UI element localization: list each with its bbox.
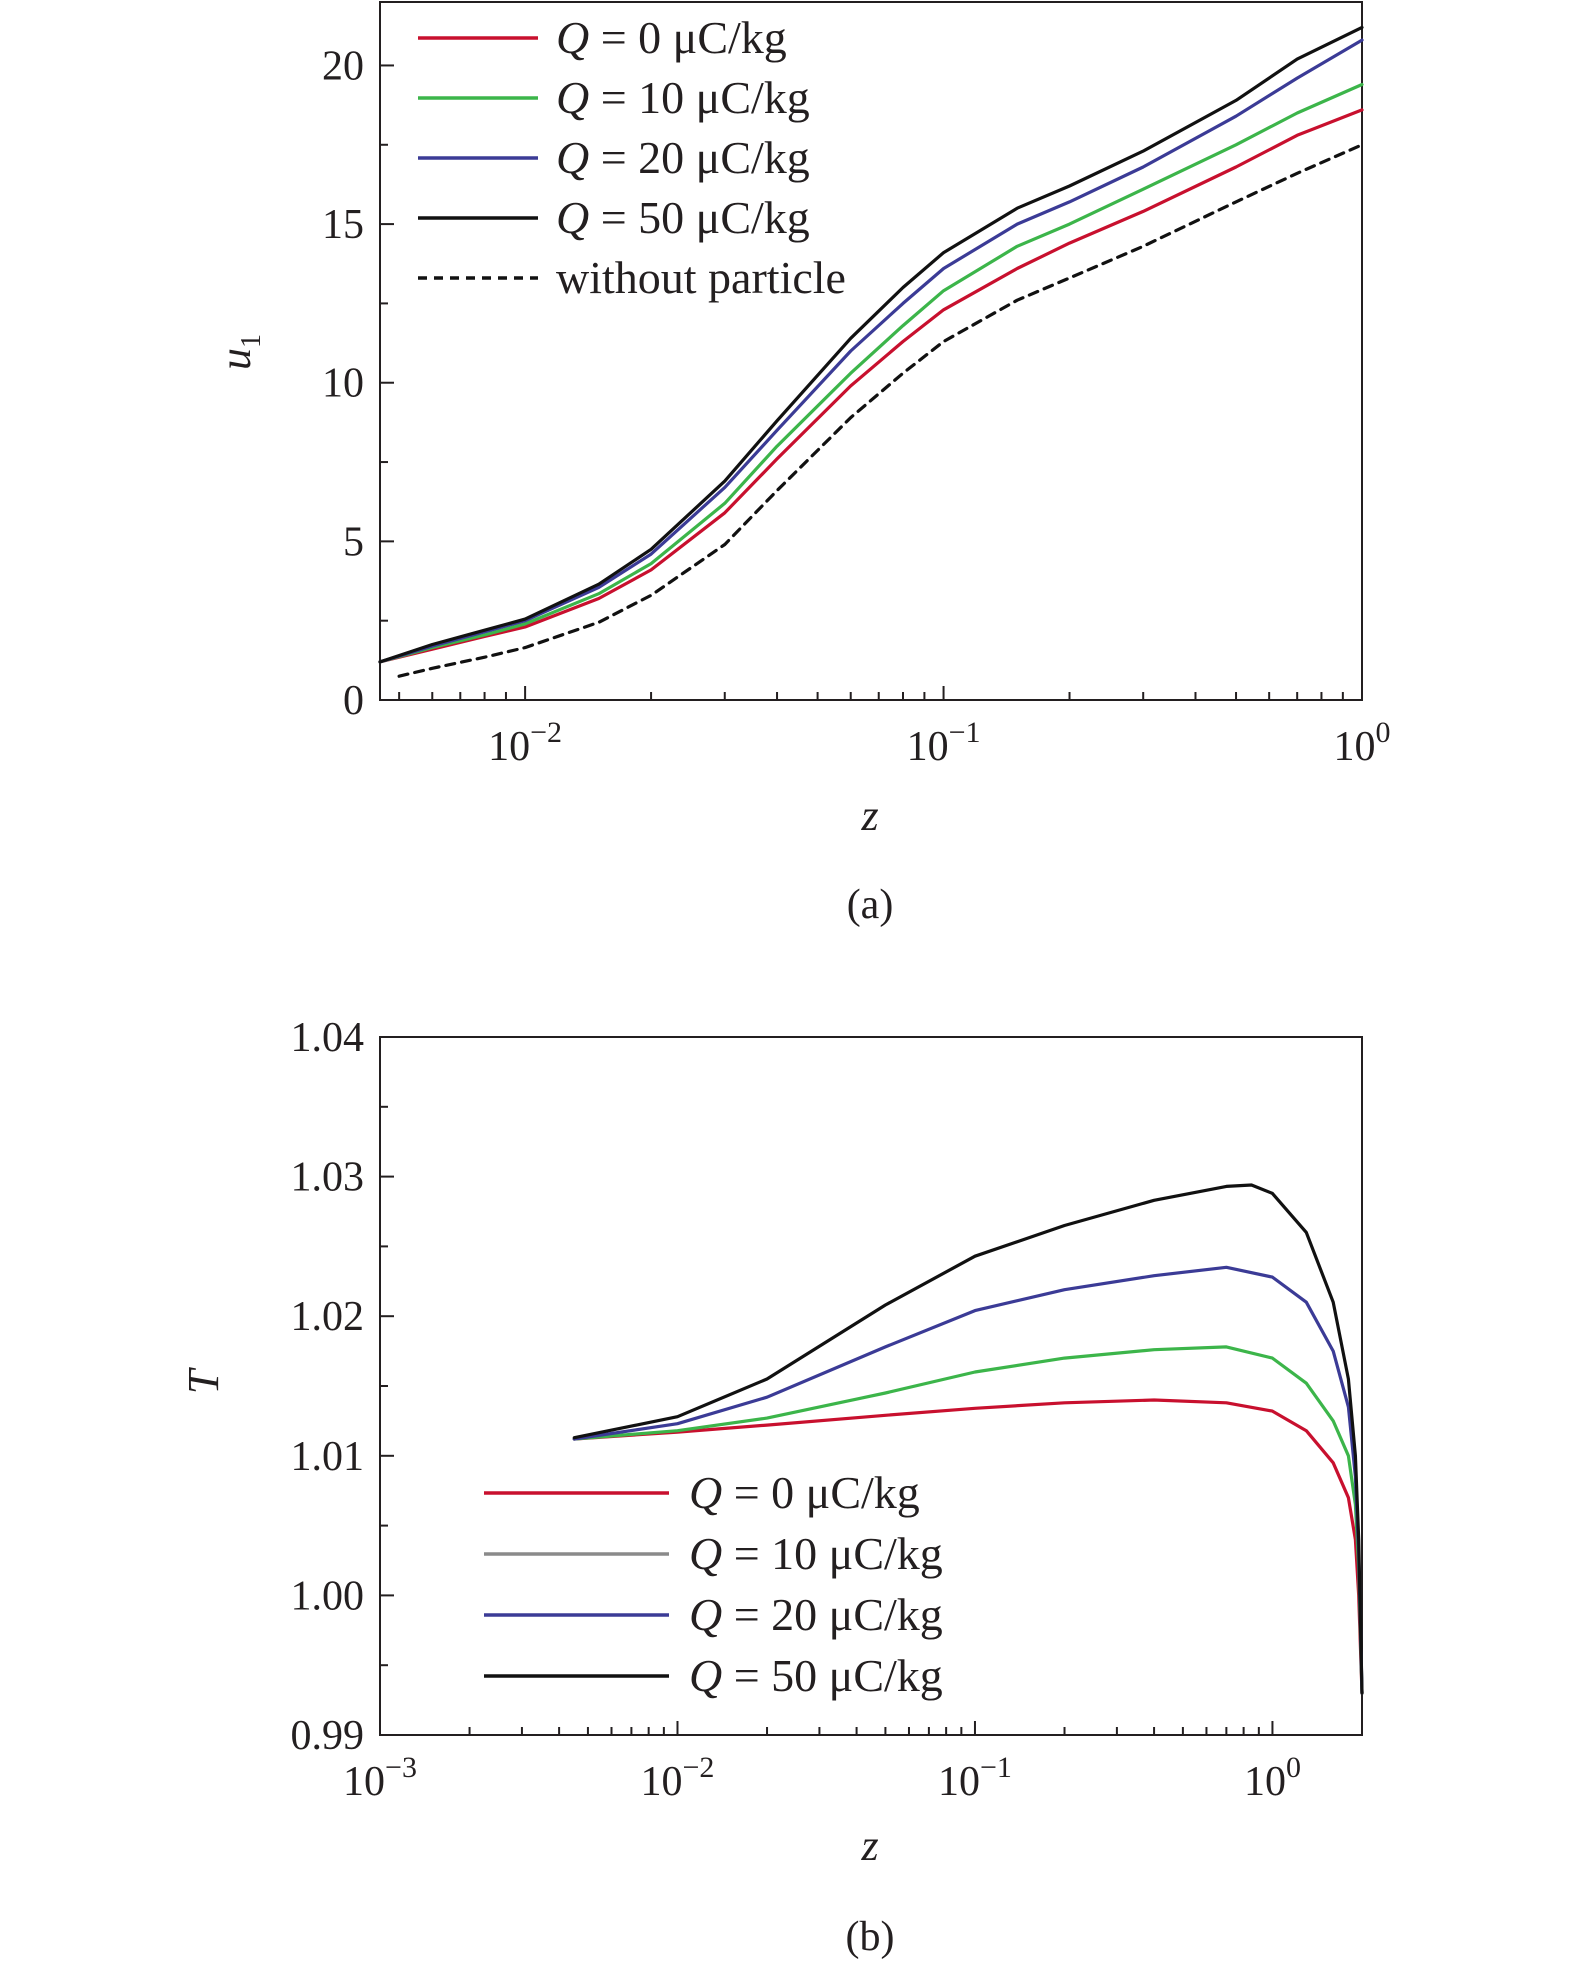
panel-a-x-axis-title: z [860, 791, 878, 840]
panel-b-ticks: 0.99 1.00 1.01 1.02 1.03 1.04 10−3 10−2 10−1 100 [291, 1015, 1363, 1805]
panel-b-y-tick-label: 1.03 [291, 1155, 365, 1201]
panel-b-y-axis-title: T [179, 1366, 228, 1394]
panel-a-frame [379, 1, 1363, 701]
panel-a-series-line-4 [397, 143, 1364, 678]
panel-b-y-tick-label: 0.99 [291, 1713, 365, 1759]
panel-b-y-tick-label: 1.02 [291, 1294, 365, 1340]
panel-a-legend-label-4: without particle [556, 252, 846, 303]
panel-b-x-tick-label: 10−1 [938, 1751, 1012, 1805]
panel-b-series-line-0 [572, 1398, 1364, 1695]
panel-b-series-line-3 [572, 1183, 1364, 1695]
panel-a-x-tick-label: 10−1 [907, 716, 981, 770]
panel-b-x-tick-label: 10−3 [343, 1751, 417, 1805]
panel-a-legend-label-0: Q = 0 μC/kg [556, 12, 787, 63]
panel-b-series-line-1 [572, 1345, 1364, 1695]
panel-a-y-tick-label: 5 [343, 519, 364, 565]
panel-a-y-tick-label: 10 [322, 361, 364, 407]
panel-a-series [378, 25, 1364, 678]
panel-a-legend: Q = 0 μC/kg Q = 10 μC/kg Q = 20 μC/kg Q = 5… [418, 12, 846, 303]
panel-a-legend-label-1: Q = 10 μC/kg [556, 72, 810, 123]
panel-a-y-axis-title: u1 [211, 334, 267, 370]
panel-b-x-tick-label: 10−2 [641, 1751, 715, 1805]
panel-a-x-tick-label: 10−2 [488, 716, 562, 770]
panel-a-chart: 0 5 10 15 20 10−2 10−1 100 Q = 0 μC/kg Q = 10 μC… [211, 1, 1391, 928]
panel-b-legend-label-2: Q = 20 μC/kg [689, 1589, 943, 1640]
panel-b-label: (b) [846, 1914, 895, 1960]
panel-b-series [572, 1183, 1364, 1695]
panel-a-y-tick-label: 15 [322, 202, 364, 248]
panel-b-y-tick-label: 1.04 [291, 1015, 365, 1061]
panel-b-y-tick-label: 1.01 [291, 1434, 365, 1480]
panel-a-series-line-3 [378, 25, 1364, 664]
panel-b-legend-label-3: Q = 50 μC/kg [689, 1650, 943, 1701]
panel-b-legend-label-1: Q = 10 μC/kg [689, 1528, 943, 1579]
panel-b-x-tick-label: 100 [1244, 1751, 1301, 1805]
panel-a-series-line-2 [378, 38, 1364, 664]
panel-a-y-tick-label: 0 [343, 678, 364, 724]
panel-b-x-axis-title: z [860, 1821, 878, 1870]
panel-a-ticks: 0 5 10 15 20 10−2 10−1 100 [322, 43, 1391, 770]
panel-b-series-line-2 [572, 1265, 1364, 1695]
panel-a-label: (a) [847, 882, 894, 928]
panel-a-legend-label-2: Q = 20 μC/kg [556, 132, 810, 183]
panel-a-x-tick-label: 100 [1334, 716, 1391, 770]
panel-b-legend-label-0: Q = 0 μC/kg [689, 1467, 920, 1518]
panel-a-series-line-1 [378, 82, 1364, 664]
panel-a-legend-label-3: Q = 50 μC/kg [556, 192, 810, 243]
panel-a-y-tick-label: 20 [322, 43, 364, 89]
panel-b-y-tick-label: 1.00 [291, 1573, 365, 1619]
panel-b-legend: Q = 0 μC/kg Q = 10 μC/kg Q = 20 μC/kg Q = 5… [484, 1467, 943, 1701]
panel-a-series-line-0 [378, 108, 1364, 664]
